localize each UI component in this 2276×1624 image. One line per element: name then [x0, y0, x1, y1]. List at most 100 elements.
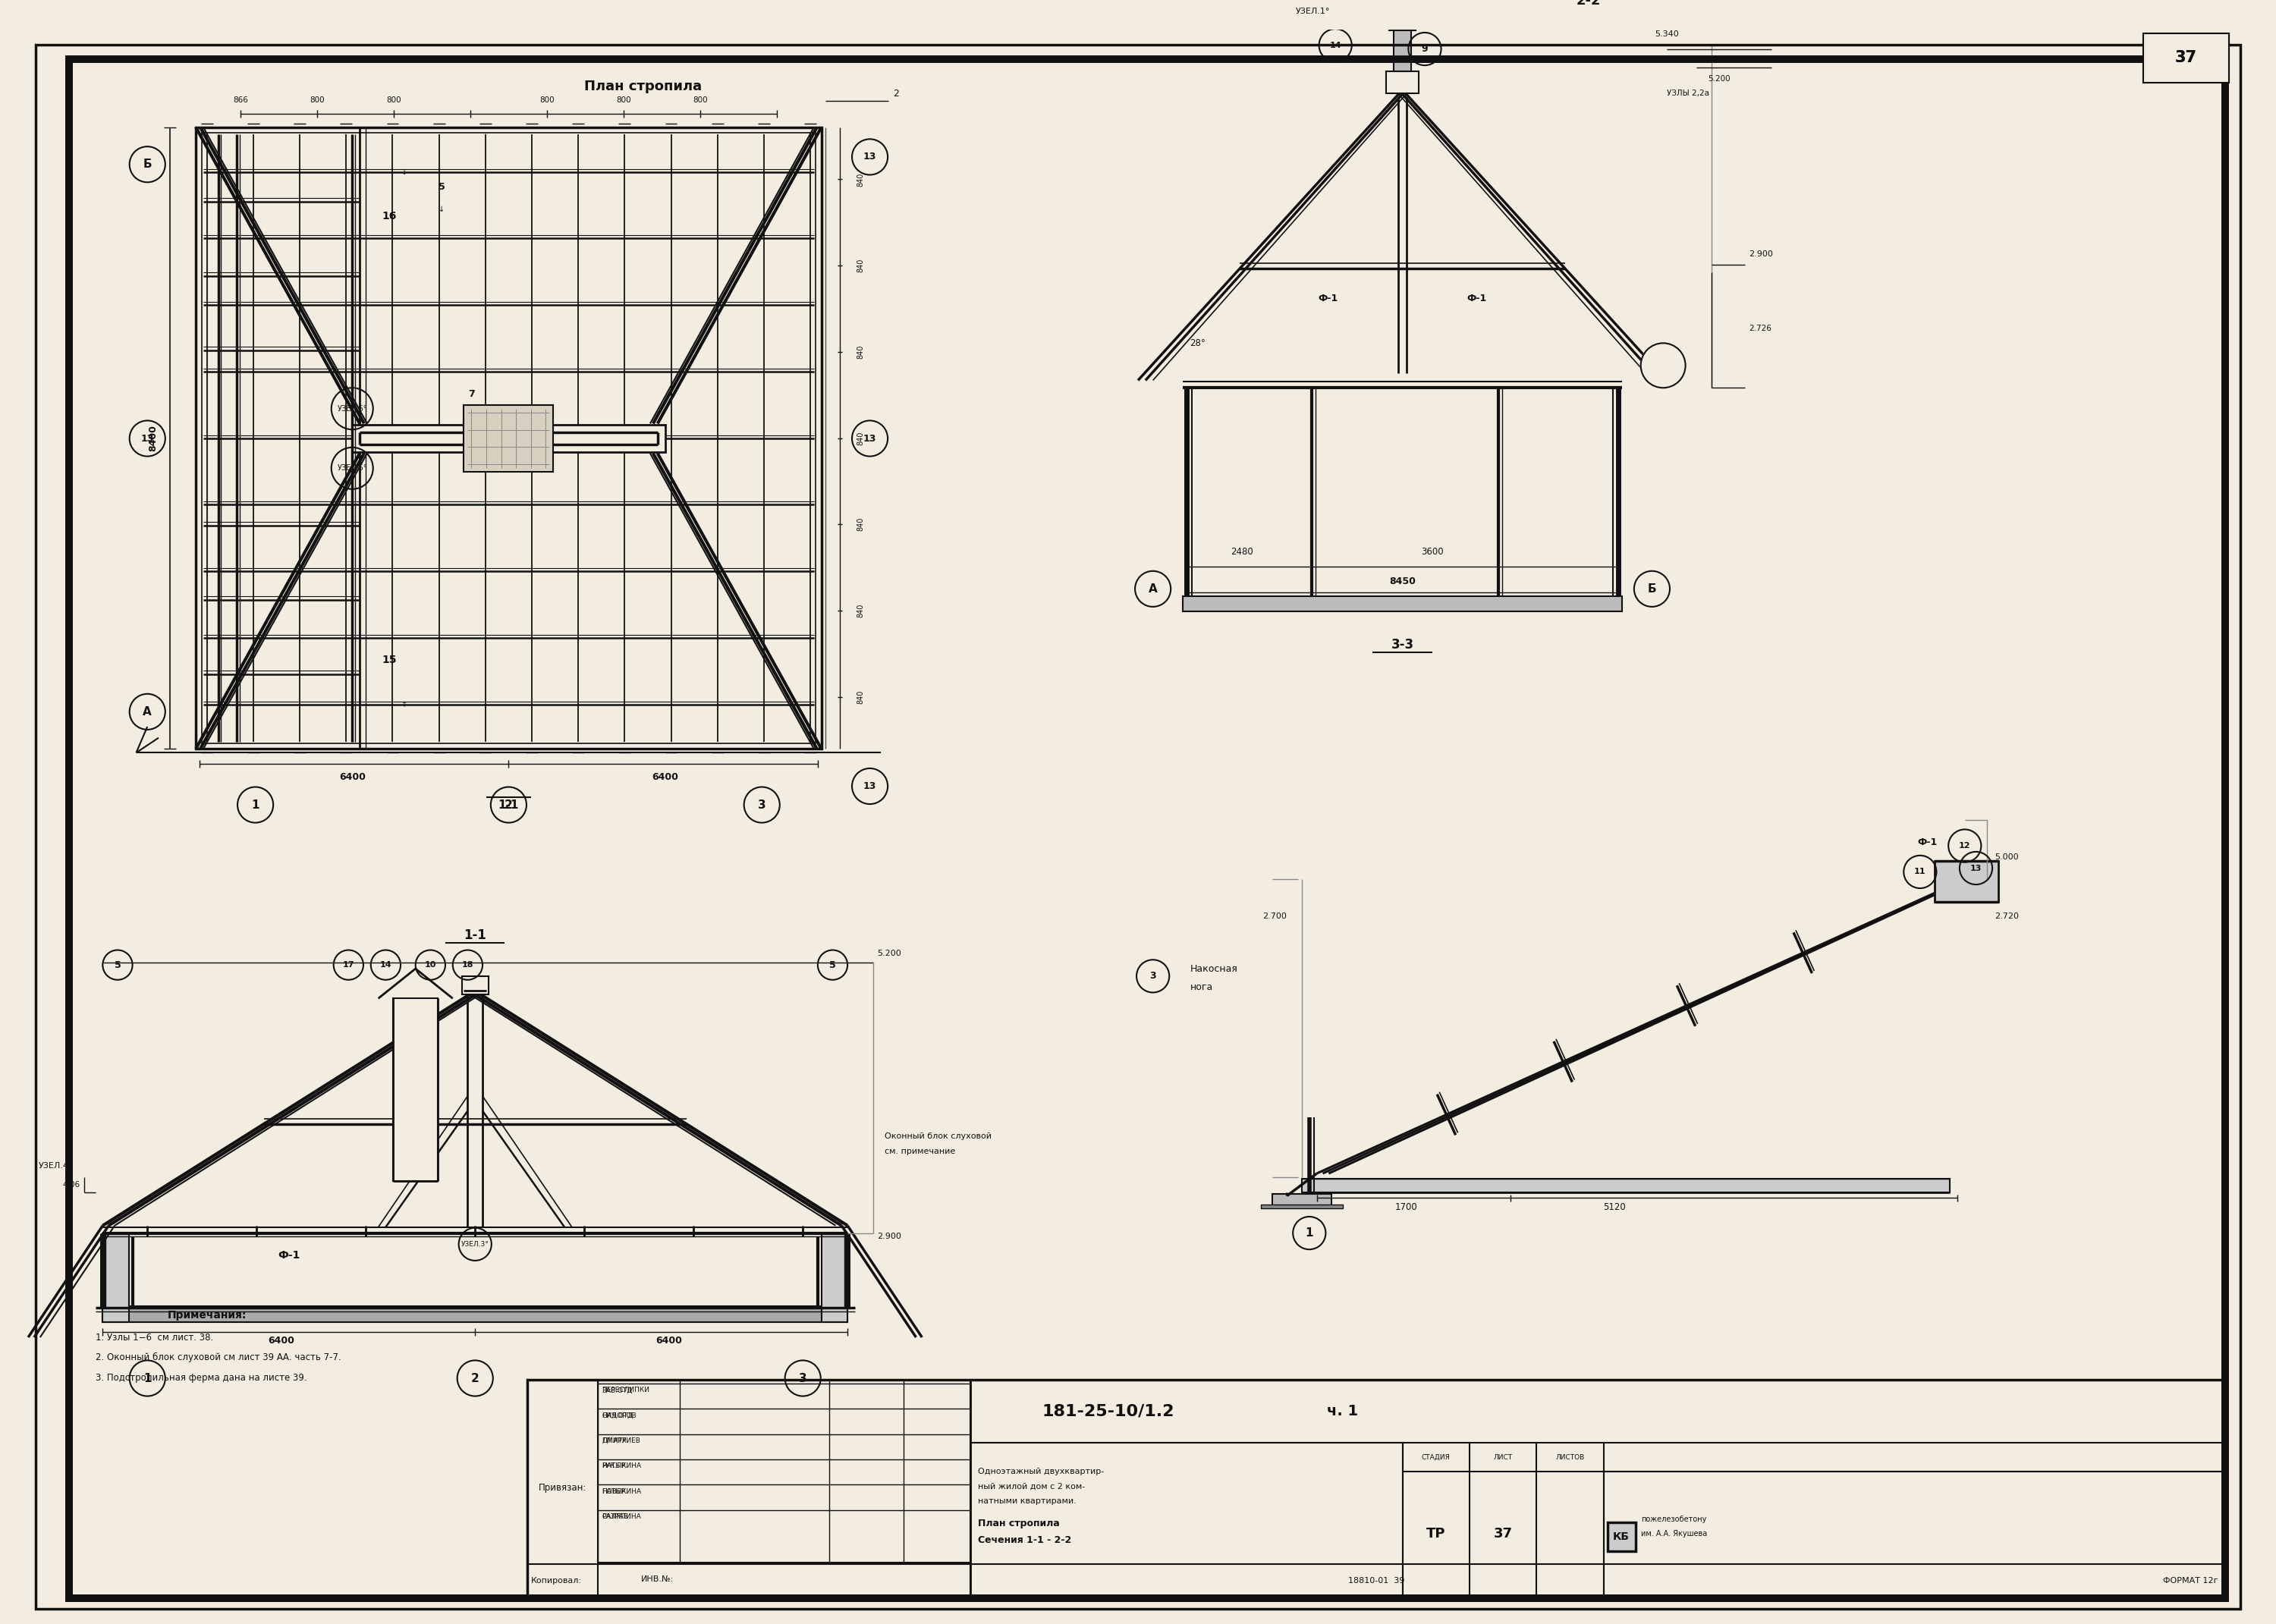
Text: 8450: 8450: [1388, 577, 1416, 586]
Text: 37: 37: [1493, 1527, 1514, 1541]
Text: 5: 5: [439, 182, 444, 192]
Text: 6400: 6400: [269, 1337, 294, 1346]
Text: 800: 800: [617, 96, 630, 104]
Text: 18810-01  39: 18810-01 39: [1347, 1577, 1404, 1585]
Text: УЗЕЛ.3°: УЗЕЛ.3°: [462, 1241, 489, 1247]
Text: СТАДИЯ: СТАДИЯ: [1422, 1453, 1450, 1460]
Bar: [353, 425, 665, 451]
Bar: [1393, 26, 1411, 71]
Text: КБ: КБ: [1614, 1531, 1630, 1543]
Bar: [1935, 861, 1998, 901]
Bar: [464, 404, 553, 473]
Text: ФОРМАТ 12г: ФОРМАТ 12г: [2162, 1577, 2219, 1585]
Text: 5.000: 5.000: [1994, 853, 2019, 861]
Text: План стропила: План стропила: [585, 80, 701, 93]
Text: 840: 840: [858, 430, 865, 445]
Text: Б: Б: [143, 159, 152, 171]
Text: 28°: 28°: [1190, 338, 1206, 348]
Text: 3: 3: [758, 799, 767, 810]
Text: 840: 840: [858, 690, 865, 703]
Text: 3. Подстропильная ферма дана на листе 39.: 3. Подстропильная ферма дана на листе 39…: [96, 1372, 307, 1382]
Text: 5: 5: [114, 960, 121, 970]
Text: 1: 1: [250, 799, 259, 810]
Bar: [203, 133, 815, 744]
Bar: [1184, 596, 1623, 611]
Bar: [102, 1233, 130, 1322]
Text: ЗАВ.ОТД: ЗАВ.ОТД: [601, 1387, 633, 1393]
Text: 17: 17: [344, 961, 355, 970]
Text: 840: 840: [858, 172, 865, 187]
Text: ДМИТРИЕВ: ДМИТРИЕВ: [601, 1437, 640, 1444]
Text: 11: 11: [1914, 869, 1925, 875]
Text: Примечания:: Примечания:: [168, 1309, 246, 1320]
Text: РАЗРАБ.: РАЗРАБ.: [601, 1514, 630, 1520]
Text: 9: 9: [1422, 44, 1427, 54]
Text: 15: 15: [382, 654, 396, 664]
Text: ↑: ↑: [401, 700, 407, 708]
Text: 2. Оконный блок слуховой см лист 39 АА. часть 7-7.: 2. Оконный блок слуховой см лист 39 АА. …: [96, 1353, 341, 1363]
Text: Ф-1: Ф-1: [278, 1250, 300, 1260]
Text: пожелезобетону: пожелезобетону: [1641, 1515, 1707, 1523]
Text: Б: Б: [1648, 583, 1657, 594]
Text: 13: 13: [1971, 864, 1982, 872]
Text: УЗЕЛ.5°: УЗЕЛ.5°: [337, 464, 366, 473]
Text: А: А: [143, 706, 152, 718]
Text: 3: 3: [799, 1372, 808, 1384]
Text: 1-1: 1-1: [464, 929, 487, 942]
Bar: [462, 976, 489, 996]
Text: Одноэтажный двухквартир-: Одноэтажный двухквартир-: [979, 1468, 1104, 1475]
Text: 181-25-10/1.2: 181-25-10/1.2: [1042, 1403, 1174, 1419]
Text: 2480: 2480: [1231, 547, 1254, 557]
Bar: [1386, 71, 1418, 94]
Text: 1-1: 1-1: [498, 799, 519, 810]
Text: 800: 800: [539, 96, 555, 104]
Text: САЛЯПИНА: САЛЯПИНА: [601, 1514, 642, 1520]
Text: 37: 37: [2176, 50, 2196, 65]
Text: натными квартирами.: натными квартирами.: [979, 1497, 1077, 1505]
Text: 1: 1: [1306, 1228, 1313, 1239]
Text: 2: 2: [471, 1372, 480, 1384]
Text: 2.726: 2.726: [1748, 325, 1771, 331]
Text: 37: 37: [2176, 50, 2196, 65]
Text: НАЧ.ОТД: НАЧ.ОТД: [601, 1413, 633, 1419]
Text: 18: 18: [462, 961, 473, 970]
Bar: [970, 1380, 2226, 1444]
Text: 14: 14: [380, 961, 391, 970]
Bar: [394, 999, 437, 1181]
Text: 4.06: 4.06: [64, 1181, 80, 1189]
Text: 2.720: 2.720: [1994, 913, 2019, 921]
Text: УЗЛЫ 2,2а: УЗЛЫ 2,2а: [1666, 89, 1709, 97]
Text: НАТЫКИНА: НАТЫКИНА: [601, 1463, 642, 1470]
Text: ↓: ↓: [401, 167, 407, 175]
Text: Ф-1: Ф-1: [1919, 836, 1937, 848]
Text: 3-3: 3-3: [1391, 638, 1413, 651]
Text: 12: 12: [1960, 841, 1971, 849]
Text: см. примечание: см. примечание: [885, 1147, 956, 1155]
Text: им. А.А. Якушева: им. А.А. Якушева: [1641, 1530, 1707, 1538]
Bar: [196, 127, 822, 749]
Text: Накосная: Накосная: [1190, 963, 1238, 974]
Text: 13: 13: [863, 153, 876, 162]
Bar: [1261, 1205, 1343, 1208]
Text: 1. Узлы 1−6  см лист. 38.: 1. Узлы 1−6 см лист. 38.: [96, 1332, 214, 1341]
Bar: [1607, 1523, 1636, 1551]
Text: 2.900: 2.900: [876, 1233, 901, 1241]
Text: 3: 3: [1149, 971, 1156, 981]
Text: 13: 13: [863, 434, 876, 443]
Text: ГЛ.АРХ.: ГЛ.АРХ.: [601, 1437, 628, 1444]
Text: УЗЕЛ.4°: УЗЕЛ.4°: [39, 1163, 73, 1169]
Text: Ф-1: Ф-1: [1318, 294, 1338, 304]
Text: УЗЕЛ.6°: УЗЕЛ.6°: [337, 404, 366, 412]
Text: 5.340: 5.340: [1655, 31, 1680, 37]
Text: ЛИСТ: ЛИСТ: [1493, 1453, 1514, 1460]
Text: ПЕРЕСЛИПКИ: ПЕРЕСЛИПКИ: [601, 1387, 649, 1393]
Bar: [822, 1233, 847, 1322]
Bar: [528, 1380, 599, 1596]
Text: 840: 840: [858, 518, 865, 531]
Bar: [1302, 1179, 1951, 1192]
Text: План стропила: План стропила: [979, 1518, 1061, 1528]
Text: 5: 5: [828, 960, 835, 970]
Text: ↓: ↓: [439, 205, 444, 213]
Text: Копировал:: Копировал:: [530, 1577, 583, 1585]
Text: ч. 1: ч. 1: [1327, 1403, 1359, 1418]
